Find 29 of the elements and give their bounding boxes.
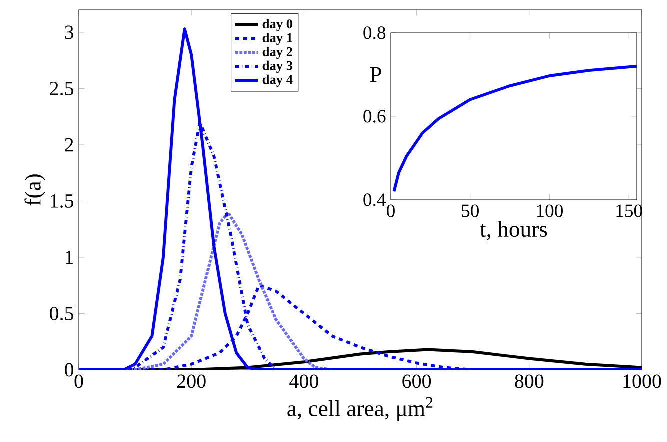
x-tick-label: 0 [74,374,84,388]
legend-label: day 2 [262,47,292,60]
x-axis-title: a, cell area, μm$^{2}$ [288,397,433,422]
y-tick-label: 0.4 [364,194,386,206]
y-tick-label: 0 [65,363,74,377]
y-tick-label: 0.5 [50,306,74,321]
y-tick-label: 0.8 [364,26,386,40]
x-tick-label: 600 [402,374,432,388]
y-axis-title: P [370,67,382,82]
x-tick-label: 1000 [624,374,662,388]
legend-label: day 3 [262,60,293,74]
legend-label: day 0 [262,19,293,32]
y-tick-label: 2 [65,138,74,152]
y-tick-label: 3 [65,26,74,40]
x-tick-label: 800 [515,374,544,388]
x-tick-label: 200 [177,374,206,388]
legend-label: day 4 [262,74,293,87]
y-tick-label: 0.6 [364,110,386,123]
x-tick-label: 150 [616,204,642,218]
x-tick-label: 400 [290,374,318,388]
y-axis-title: f(a) [24,174,46,206]
x-axis-title: t, hours [480,221,548,240]
y-tick-label: 1 [66,250,74,264]
x-tick-label: 100 [537,204,563,218]
legend-label: day 1 [262,33,292,46]
x-tick-label: 50 [462,204,479,218]
x-tick-label: 0 [387,204,395,218]
y-tick-label: 1.5 [51,194,74,208]
y-tick-label: 2.5 [50,82,74,96]
